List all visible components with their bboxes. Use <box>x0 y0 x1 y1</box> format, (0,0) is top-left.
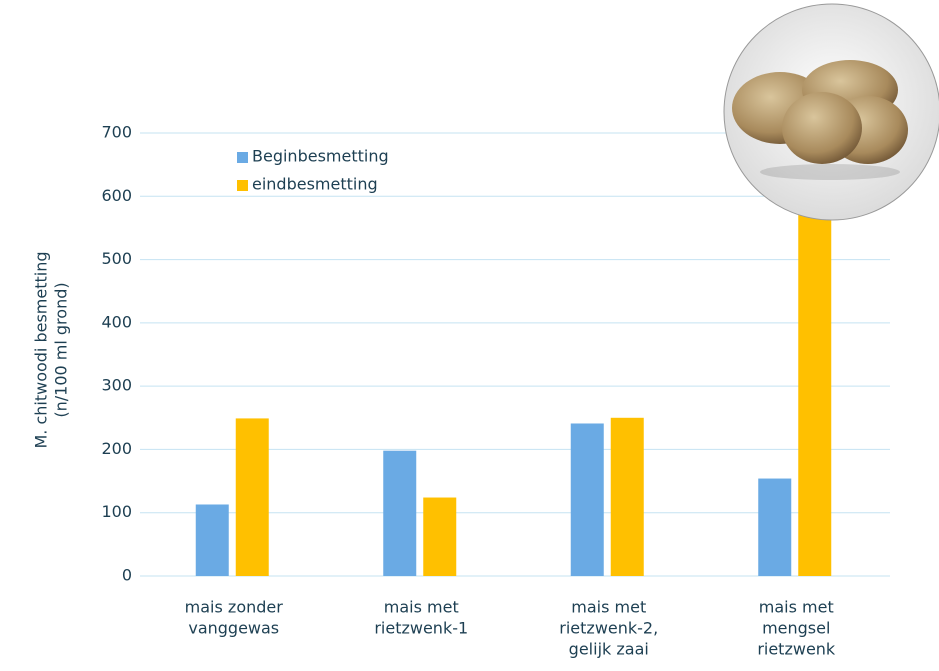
bar <box>383 450 417 576</box>
x-tick-label: mais met <box>759 598 834 617</box>
legend-swatch <box>237 152 248 163</box>
legend-label: Beginbesmetting <box>252 147 389 166</box>
x-tick-label: mais met <box>571 598 646 617</box>
x-tick-label: mais met <box>384 598 459 617</box>
y-tick-label: 0 <box>122 566 132 585</box>
y-tick-label: 300 <box>101 376 132 395</box>
y-tick-label: 600 <box>101 186 132 205</box>
legend-swatch <box>237 180 248 191</box>
y-axis-label: (n/100 ml grond) <box>52 282 71 417</box>
plot-area: 0 100 200 300 400 500 600 700 M. chitwoodi besme… <box>32 123 890 659</box>
x-tick-label: mais zonder <box>185 598 284 617</box>
y-tick-label: 700 <box>101 123 132 142</box>
y-axis-label: M. chitwoodi besmetting <box>32 251 51 448</box>
bar <box>758 478 792 576</box>
x-tick-label: rietzwenk-2, <box>559 619 658 638</box>
x-tick-label: vanggewas <box>188 619 279 638</box>
x-tick-label: rietzwenk-1 <box>374 619 468 638</box>
bar <box>610 417 644 576</box>
x-tick-label: gelijk zaai <box>569 640 649 659</box>
x-tick-label: rietzwenk <box>757 640 836 659</box>
y-tick-label: 100 <box>101 502 132 521</box>
y-tick-label: 500 <box>101 249 132 268</box>
x-tick-label: mengsel <box>762 619 830 638</box>
y-tick-label: 400 <box>101 312 132 331</box>
bar <box>570 423 604 576</box>
photo <box>723 3 939 221</box>
y-tick-label: 200 <box>101 439 132 458</box>
bar <box>195 504 229 576</box>
bar <box>235 418 269 576</box>
legend-label: eindbesmetting <box>252 175 378 194</box>
bar <box>423 497 457 576</box>
